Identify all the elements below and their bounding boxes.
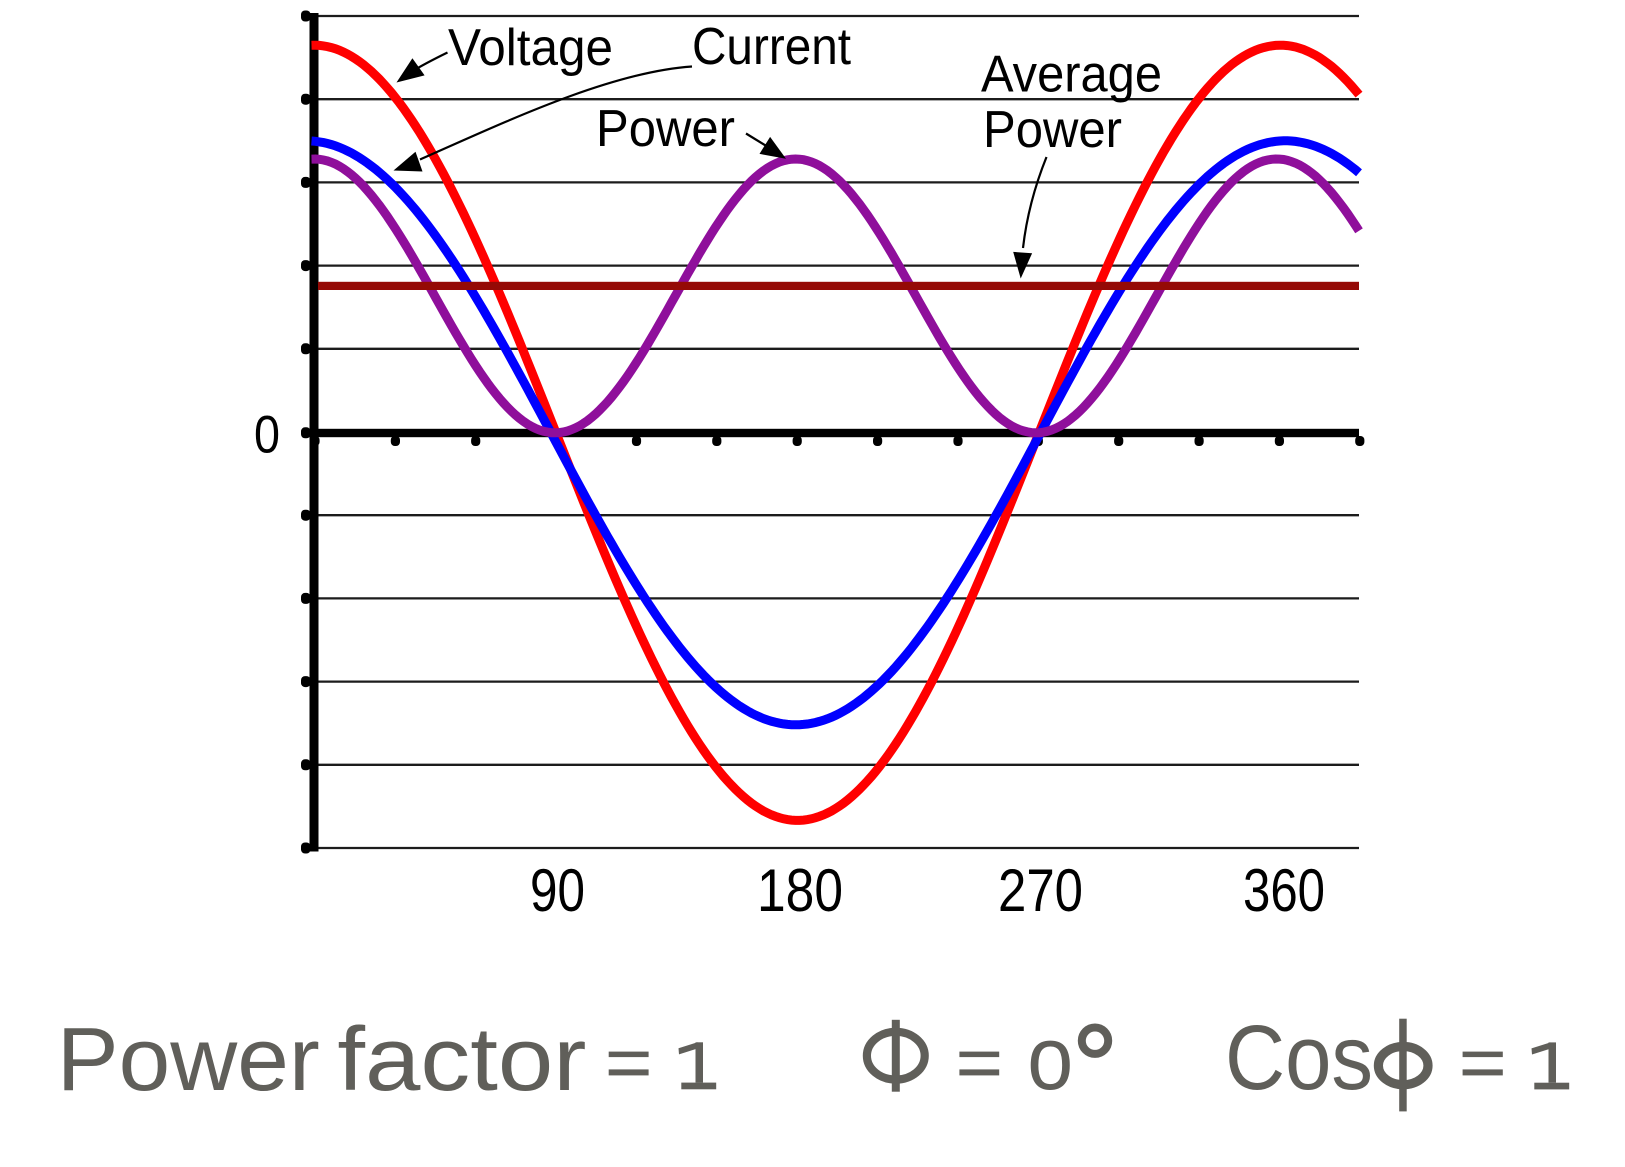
svg-text:Power: Power bbox=[983, 101, 1122, 159]
svg-text:Average: Average bbox=[981, 46, 1162, 104]
svg-text:180: 180 bbox=[757, 857, 843, 924]
svg-text:factor: factor bbox=[337, 1010, 586, 1110]
svg-text:o: o bbox=[1027, 1009, 1073, 1109]
svg-text:Cos: Cos bbox=[1225, 1007, 1373, 1109]
svg-text:Current: Current bbox=[692, 18, 851, 76]
svg-text:270: 270 bbox=[998, 857, 1083, 924]
svg-text:Power: Power bbox=[596, 100, 735, 158]
svg-text:Power: Power bbox=[57, 1010, 320, 1110]
svg-text:360: 360 bbox=[1243, 857, 1325, 924]
svg-text:0: 0 bbox=[254, 405, 280, 464]
svg-text:Voltage: Voltage bbox=[448, 19, 613, 77]
svg-text:90: 90 bbox=[530, 857, 585, 924]
